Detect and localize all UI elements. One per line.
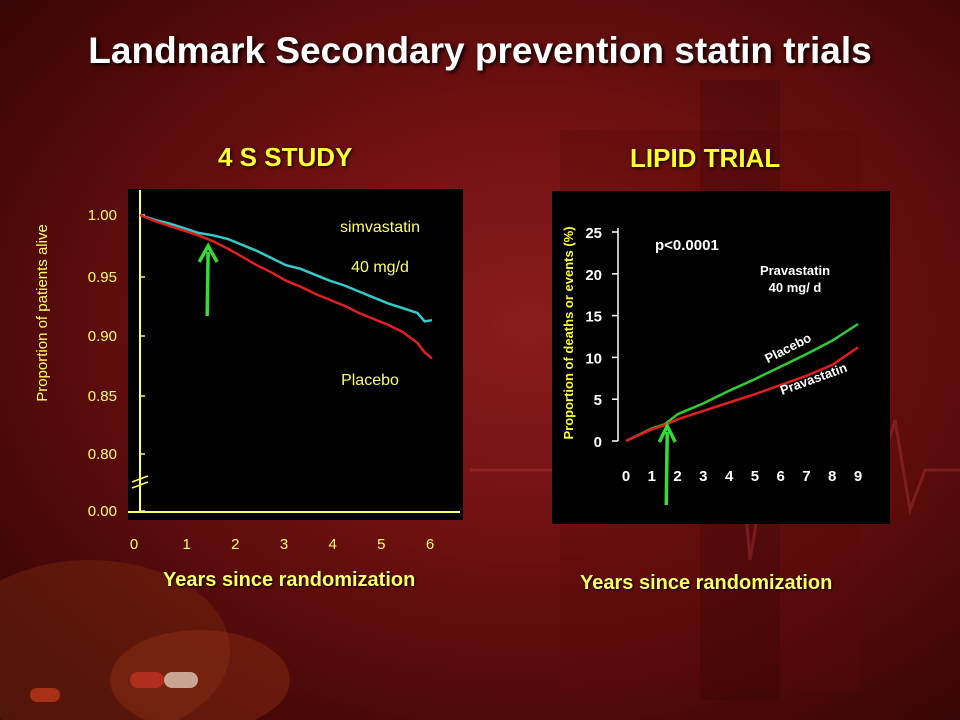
slide-title: Landmark Secondary prevention statin tri… bbox=[88, 30, 872, 71]
chart-2-plot-area bbox=[552, 191, 890, 524]
chart-2-xlabel: Years since randomization bbox=[580, 572, 833, 594]
chart-1-series-line-placebo bbox=[139, 213, 433, 360]
chart-2-arrow-icon bbox=[664, 431, 669, 506]
chart-2-x-tick-label: 5 bbox=[751, 468, 759, 485]
chart-1-y-tick-label: 0.00 bbox=[88, 503, 117, 520]
chart-2-x-tick-label: 7 bbox=[802, 468, 810, 485]
chart-2-series-line-pravastatin bbox=[625, 346, 859, 443]
chart-1-y-tick-label: 0.85 bbox=[88, 388, 117, 405]
chart-2-y-tick-label: 5 bbox=[594, 392, 602, 409]
chart-1-annotation-placebo: Placebo bbox=[341, 372, 399, 389]
chart-2-annotation-drug: Pravastatin bbox=[760, 263, 830, 278]
chart-2-title: LIPID TRIAL bbox=[630, 143, 781, 173]
chart-2-ylabel: Proportion of deaths or events (%) bbox=[561, 226, 576, 439]
chart-1-ylabel: Proportion of patients alive bbox=[34, 224, 51, 402]
chart-2-x-tick-label: 3 bbox=[699, 468, 707, 485]
chart-1-x-tick-label: 4 bbox=[328, 536, 336, 553]
chart-2-x-tick-label: 8 bbox=[828, 468, 836, 485]
chart-1-x-tick-label: 2 bbox=[231, 536, 239, 553]
chart-2-y-tick-label: 15 bbox=[585, 309, 602, 326]
chart-2-x-tick-label: 0 bbox=[622, 468, 630, 485]
chart-2-arrow-head-icon bbox=[657, 422, 677, 443]
chart-1-annotation-dose: 40 mg/d bbox=[351, 259, 409, 276]
chart-1-y-tick-label: 0.80 bbox=[88, 446, 117, 463]
chart-1-x-tick-label: 6 bbox=[426, 536, 434, 553]
chart-1-x-tick-label: 5 bbox=[377, 536, 385, 553]
chart-2-y-tick-label: 10 bbox=[585, 350, 602, 367]
chart-1-x-tick-label: 0 bbox=[130, 536, 138, 553]
chart-1-series-line-simvastatin bbox=[139, 213, 433, 323]
chart-1-x-tick-label: 1 bbox=[182, 536, 190, 553]
chart-1-axis-break-mark bbox=[131, 481, 149, 489]
chart-2-y-tick-label: 0 bbox=[594, 434, 602, 451]
chart-1-title: 4 S STUDY bbox=[218, 142, 353, 172]
chart-1-plot-area bbox=[128, 189, 463, 520]
chart-2-annotation-dose: 40 mg/ d bbox=[769, 280, 822, 295]
chart-1-y-tick-label: 0.90 bbox=[88, 328, 117, 345]
chart-1-y-tick-label: 1.00 bbox=[88, 207, 117, 224]
chart-2-y-tick-label: 20 bbox=[585, 267, 602, 284]
chart-1-x-tick-label: 3 bbox=[280, 536, 288, 553]
chart-2-annotation-pvalue: p<0.0001 bbox=[655, 237, 719, 254]
chart-1-xlabel: Years since randomization bbox=[163, 569, 416, 591]
chart-1-arrow-head-icon bbox=[197, 242, 219, 263]
chart-2-x-tick-label: 1 bbox=[648, 468, 656, 485]
chart-2-x-tick-label: 9 bbox=[854, 468, 862, 485]
chart-1-arrow-icon bbox=[205, 251, 210, 317]
chart-2-x-tick-label: 4 bbox=[725, 468, 734, 485]
chart-2-x-tick-label: 6 bbox=[776, 468, 784, 485]
chart-1-axis-break-mark bbox=[131, 475, 149, 483]
chart-2-x-tick-label: 2 bbox=[673, 468, 681, 485]
chart-1-y-tick-label: 0.95 bbox=[88, 269, 117, 286]
chart-2-y-tick-label: 25 bbox=[585, 225, 602, 242]
chart-1-annotation-simvastatin: simvastatin bbox=[340, 219, 420, 236]
